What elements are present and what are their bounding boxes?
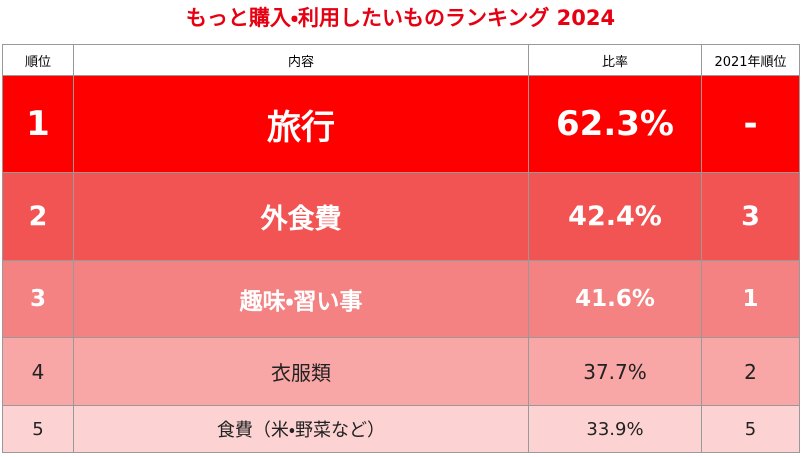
table-cell: 旅行 [73,75,529,173]
table-cell: 3 [701,172,800,261]
table-cell: 37.7% [528,337,702,406]
column-header: 比率 [528,44,702,76]
table-cell: 2 [2,172,74,261]
table-cell: 外食費 [73,172,529,261]
column-header: 順位 [2,44,74,76]
column-header: 2021年順位 [701,44,800,76]
table-body: 1 旅行 62.3% -2 外食費 42.4% 3 3 趣味・習い事 41.6% 1 4 衣服類 37.7… [2,75,800,453]
table-row: 3 趣味・習い事 41.6% 1 [2,260,800,338]
table-cell: 41.6% [528,260,702,338]
table-cell: 62.3% [528,75,702,173]
header-row: 順位 内容 比率 2021年順位 [2,44,800,76]
table-cell: 3 [2,260,74,338]
column-header: 内容 [73,44,529,76]
table-cell: 衣服類 [73,337,529,406]
table-cell: 趣味・習い事 [73,260,529,338]
table-cell: 食費（米・野菜など） [73,405,529,453]
table-row: 4 衣服類 37.7% 2 [2,337,800,406]
ranking-table: 順位 内容 比率 2021年順位 1 旅行 62.3% -2 外食費 42.4% 3 3 趣味・習い事… [2,44,800,453]
table-cell: 1 [2,75,74,173]
table-cell: 42.4% [528,172,702,261]
table-cell: - [701,75,800,173]
table-header: 順位 内容 比率 2021年順位 [2,44,800,76]
table-row: 2 外食費 42.4% 3 [2,172,800,261]
table-cell: 5 [2,405,74,453]
table-row: 1 旅行 62.3% - [2,75,800,173]
table-cell: 1 [701,260,800,338]
page-title: もっと購入・利用したいものランキング 2024 [185,6,616,30]
table-cell: 5 [701,405,800,453]
table-row: 5 食費（米・野菜など） 33.9% 5 [2,405,800,453]
table-cell: 4 [2,337,74,406]
table-cell: 2 [701,337,800,406]
table-cell: 33.9% [528,405,702,453]
